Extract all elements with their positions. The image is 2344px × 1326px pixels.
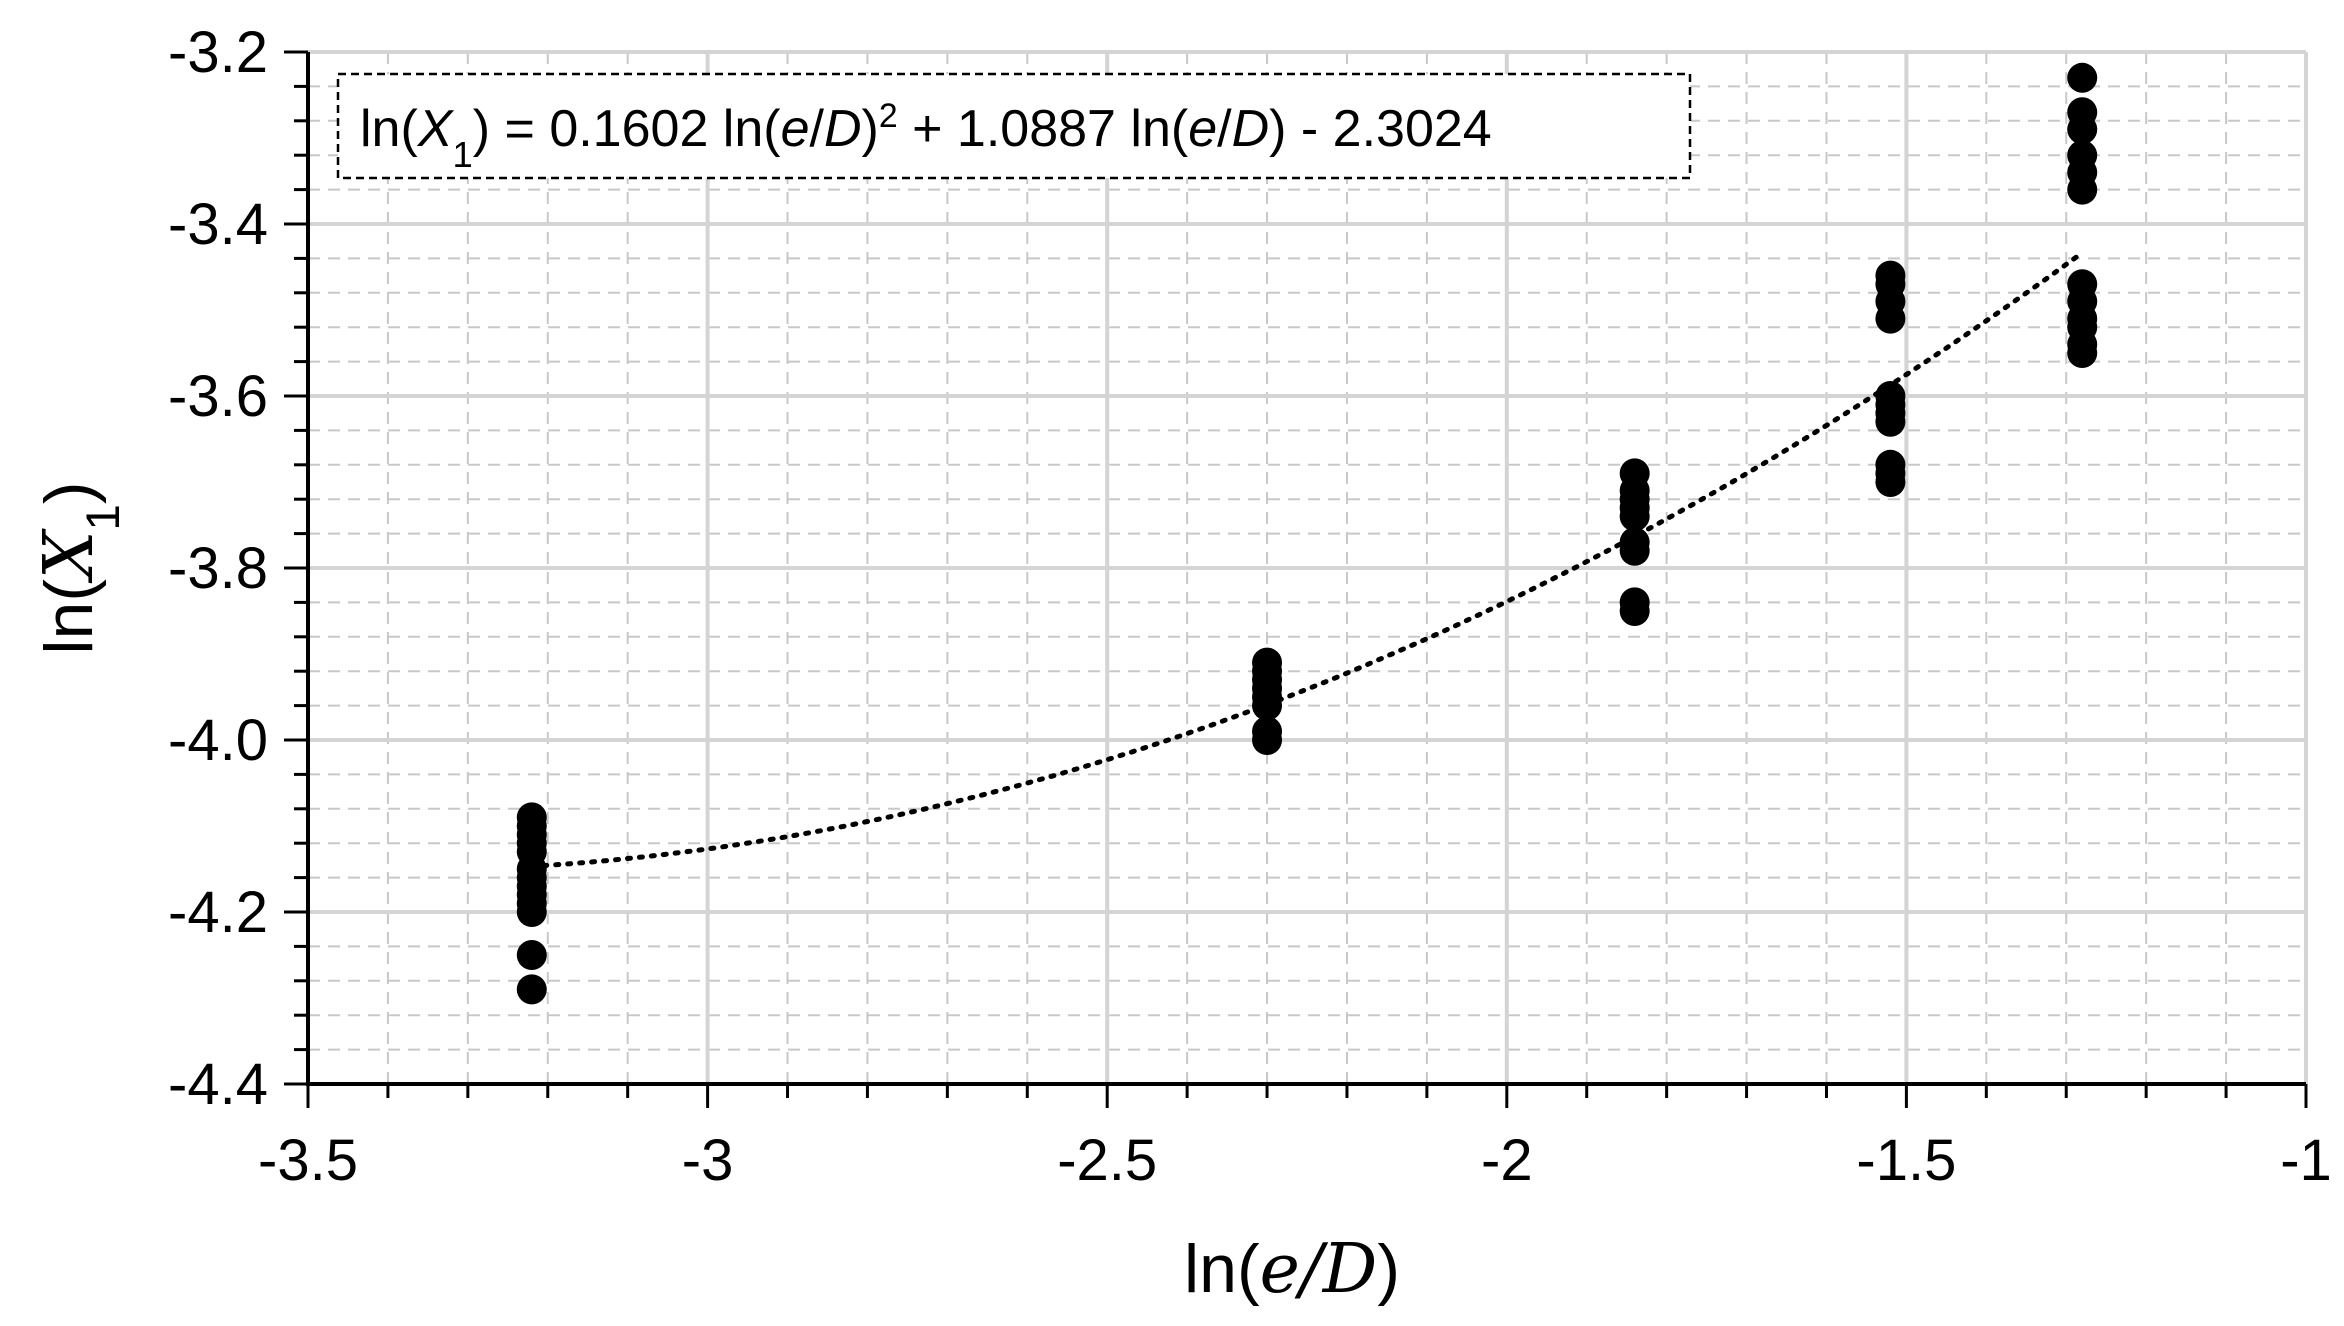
x-tick-labels: -3.5 -3 -2.5 -2 -1.5 -1 — [258, 1128, 2332, 1193]
text-run: 2 — [879, 97, 898, 135]
y-tick-label: -3.8 — [168, 536, 268, 601]
x-tick-label: -2 — [1481, 1128, 1533, 1193]
x-tick-label: -1.5 — [1856, 1128, 1956, 1193]
text-run: e — [1260, 1230, 1300, 1309]
x-axis-title: ln(e/D) — [1184, 1230, 1400, 1309]
text-run: / — [1217, 100, 1232, 158]
equation-text: ln(X1) = 0.1602 ln(e/D)2 + 1.0887 ln(e/D… — [360, 97, 1492, 175]
data-point — [516, 974, 547, 1005]
text-run: ) — [862, 100, 879, 158]
text-run: X — [30, 528, 109, 584]
x-tick-label: -3.5 — [258, 1128, 358, 1193]
equation-box — [336, 72, 1692, 180]
y-tick-label: -3.2 — [168, 20, 268, 85]
data-point — [1875, 303, 1906, 334]
text-run: X — [417, 100, 455, 158]
text-run: ) - 2.3024 — [1269, 100, 1492, 158]
text-run: ln( — [31, 579, 107, 655]
major-gridlines — [306, 50, 2308, 1086]
data-point — [516, 897, 547, 927]
text-run: e — [781, 100, 810, 158]
text-run: / — [810, 100, 825, 158]
y-tick-label: -3.4 — [168, 192, 268, 257]
text-run: ln( — [360, 100, 418, 158]
data-point — [1619, 501, 1650, 532]
y-axis-title: ln(X1) — [30, 481, 130, 654]
text-run: 1 — [77, 504, 130, 530]
x-tick-label: -1 — [2280, 1128, 2332, 1193]
text-run: ) = 0.1602 ln( — [473, 100, 782, 158]
text-run: D — [824, 100, 862, 158]
text-run: + 1.0887 ln( — [898, 100, 1189, 158]
x-tick-label: -2.5 — [1057, 1128, 1157, 1193]
data-point — [1619, 596, 1650, 626]
text-run: D — [1321, 1230, 1378, 1309]
data-point — [2067, 174, 2098, 205]
y-tick-label: -4.0 — [168, 708, 268, 773]
trendline-group — [529, 250, 2085, 869]
data-point — [2067, 62, 2098, 93]
axes — [284, 50, 2308, 1108]
data-point — [1252, 725, 1283, 755]
data-point — [2067, 338, 2098, 368]
data-point — [1252, 690, 1283, 721]
text-run: ) — [1377, 1231, 1400, 1307]
data-points — [516, 62, 2098, 1005]
y-tick-labels: -3.2 -3.4 -3.6 -3.8 -4.0 -4.2 -4.4 — [168, 20, 268, 1117]
y-tick-label: -4.4 — [168, 1052, 268, 1117]
y-tick-label: -4.2 — [168, 880, 268, 945]
text-run: 1 — [452, 134, 472, 175]
data-point — [1875, 406, 1906, 437]
data-point — [2067, 114, 2098, 145]
text-run: D — [1232, 100, 1270, 158]
data-point — [1619, 535, 1650, 566]
text-run: e — [1188, 100, 1217, 158]
text-run: ln( — [1184, 1231, 1260, 1307]
trendline — [529, 250, 2085, 869]
y-tick-label: -3.6 — [168, 364, 268, 429]
data-point — [516, 940, 547, 970]
axis-titles: ln(e/D)ln(X1) — [30, 481, 1400, 1309]
text-run: ) — [31, 481, 107, 504]
data-point — [1875, 467, 1906, 497]
x-tick-label: -3 — [682, 1128, 734, 1193]
equation-annotation: ln(X1) = 0.1602 ln(e/D)2 + 1.0887 ln(e/D… — [336, 72, 1692, 180]
